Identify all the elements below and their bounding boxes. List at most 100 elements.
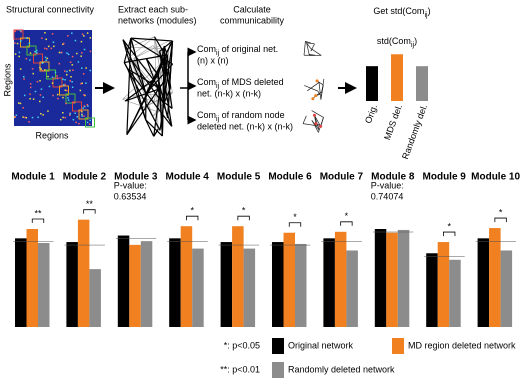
matrix-cell [36, 52, 38, 54]
matrix-cell [32, 72, 34, 75]
matrix-cell [69, 113, 71, 115]
matrix-cell [36, 80, 39, 83]
matrix-cell [62, 96, 64, 99]
panel-title: Get std(Comij) [373, 6, 430, 18]
bar [192, 248, 204, 327]
module-block [59, 85, 69, 96]
matrix-cell [32, 98, 35, 100]
matrix-cell [67, 35, 69, 37]
edge [161, 52, 165, 137]
matrix-cell [19, 68, 22, 70]
x-tick-label: MDS del. [382, 103, 404, 141]
matrix-cell [53, 45, 55, 48]
matrix-cell [81, 113, 83, 116]
matrix-cell [81, 115, 83, 117]
matrix-cell [24, 116, 26, 119]
matrix-cell [74, 112, 76, 114]
significance: **: p<0.01 [220, 364, 260, 374]
matrix-cell [78, 122, 80, 125]
matrix-cell [89, 119, 91, 122]
matrix-cell [40, 68, 42, 70]
matrix-cell [25, 37, 28, 39]
matrix-cell [35, 49, 38, 52]
matrix-cell [62, 116, 64, 119]
legend-label: Original network [288, 340, 354, 350]
bar [140, 241, 153, 327]
matrix-cell [83, 105, 86, 107]
matrix-cell [50, 47, 53, 50]
edge [317, 90, 321, 95]
text: Com [197, 110, 216, 120]
matrix-cell [34, 50, 36, 53]
module-block [13, 29, 24, 40]
matrix-cell [39, 79, 41, 82]
matrix-cell [84, 94, 86, 97]
bar [89, 269, 101, 327]
matrix-cell [44, 56, 47, 59]
bar [169, 238, 181, 327]
matrix-cell [69, 80, 71, 82]
matrix-cell [31, 68, 34, 70]
bar [220, 242, 233, 327]
significance-label: ** [86, 199, 94, 209]
matrix-cell [81, 110, 83, 113]
edge [163, 52, 173, 109]
matrix-cell [47, 45, 50, 48]
edge [306, 42, 315, 45]
matrix-cell [29, 86, 32, 89]
edge [133, 40, 170, 59]
module-block [85, 117, 95, 128]
edge [314, 124, 319, 133]
significance-bracket [83, 209, 96, 214]
module-block [20, 37, 30, 48]
significance-label: * [345, 211, 349, 221]
significance-label: * [190, 206, 194, 216]
matrix-cell [29, 83, 32, 85]
edge [320, 78, 325, 100]
significance-label: * [293, 212, 297, 222]
significance-bracket [443, 231, 456, 237]
bar [272, 242, 284, 327]
matrix-cell [71, 64, 74, 66]
legend-label: Randomly deleted network [288, 364, 395, 374]
small-networks [302, 40, 325, 133]
matrix-cell [46, 48, 48, 50]
edge [124, 75, 159, 102]
module-title: Module 4 [166, 172, 210, 183]
text: std(Com [377, 36, 411, 46]
matrix-cell [56, 93, 59, 96]
significance-bracket [494, 217, 507, 223]
panel-title: Structural connectivity [6, 4, 95, 14]
matrix-cell [18, 55, 20, 58]
edge [127, 68, 173, 127]
significance-label: ** [34, 208, 42, 218]
matrix-cell [83, 115, 85, 117]
matrix-cell [18, 51, 21, 54]
edge [130, 37, 147, 94]
matrix-cell [34, 90, 37, 93]
edge [153, 36, 165, 54]
matrix-cell [74, 39, 77, 42]
removed-node [311, 97, 315, 101]
edge [310, 43, 315, 52]
matrix-cell [81, 52, 83, 54]
matrix-cell [22, 116, 24, 118]
matrix-cell [45, 38, 47, 41]
edge [163, 45, 166, 80]
text: ij [216, 116, 220, 123]
text: Com [197, 44, 216, 54]
matrix-cell [81, 67, 83, 69]
matrix-cell [83, 35, 85, 37]
matrix-cell [41, 37, 43, 39]
edge [306, 42, 310, 56]
matrix-cell [40, 88, 43, 90]
bar [437, 242, 450, 327]
matrix-cell [51, 33, 54, 35]
matrix-cell [63, 42, 65, 45]
matrix-cell [26, 37, 29, 39]
edge [152, 111, 159, 117]
removed-node [315, 79, 319, 83]
matrix-cell [42, 114, 44, 116]
